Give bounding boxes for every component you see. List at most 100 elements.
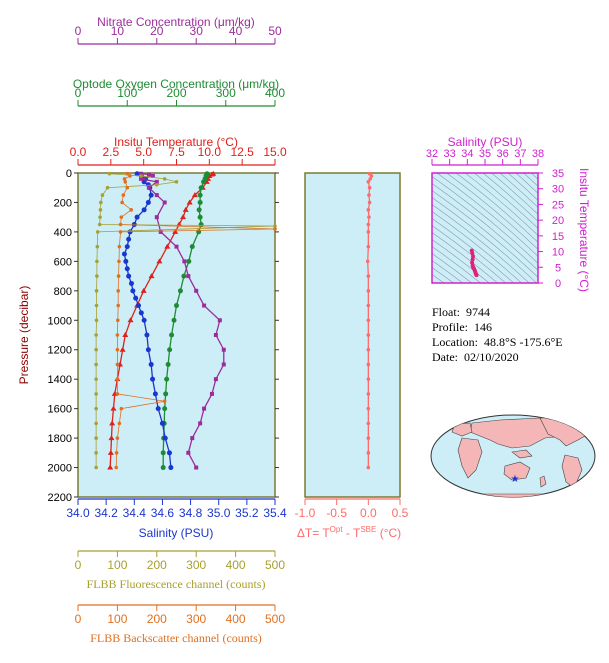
oxygen-point	[181, 273, 187, 279]
backscatter-tick-label: 400	[226, 612, 246, 626]
fluorescence-point	[94, 347, 98, 352]
fluorescence-point	[98, 208, 103, 212]
fluorescence-point	[97, 222, 102, 227]
salinity-tick-label: 34.0	[66, 506, 90, 520]
ts-salinity-tick-label: 33	[444, 148, 456, 160]
ts-density-contour	[432, 267, 454, 283]
location-map: ★	[430, 414, 596, 498]
fluorescence-point	[105, 185, 110, 190]
nitrate-point	[146, 172, 151, 177]
ts-density-contour	[432, 183, 538, 271]
ts-density-contour	[432, 218, 515, 283]
ts-density-contour	[432, 190, 538, 278]
backscatter-axis: 0 100 200 300 400 500 FLBB Backscatter channe…	[75, 604, 285, 645]
delta-t-point	[366, 230, 371, 234]
backscatter-point	[119, 215, 124, 219]
salinity-point	[124, 244, 130, 250]
salinity-point	[141, 207, 147, 213]
nitrate-point	[158, 229, 163, 234]
delta-t-point	[366, 392, 371, 396]
salinity-point	[148, 361, 154, 367]
fluorescence-tick-label: 200	[147, 558, 167, 572]
float-info-box: Float: 9744 Profile: 146 Location: 48.8°…	[432, 305, 563, 365]
salinity-point	[134, 214, 140, 220]
salinity-profile-line	[123, 173, 172, 468]
salinity-point	[155, 406, 161, 412]
fluorescence-tick-label: 0	[75, 558, 82, 572]
ts-density-contour	[432, 246, 482, 283]
oxygen-axis-title: Optode Oxygen Concentration (μm/kg)	[73, 77, 279, 91]
pressure-tick-label: 1000	[48, 315, 72, 327]
ts-plot-area	[432, 173, 538, 283]
backscatter-point	[116, 289, 120, 293]
salinity-tick-label: 34.4	[123, 506, 147, 520]
ts-temperature-tick-label: 25	[552, 199, 564, 211]
temperature-point	[108, 435, 115, 441]
nitrate-tick-label: 10	[111, 24, 125, 38]
salinity-point	[133, 295, 139, 301]
fluorescence-point	[107, 171, 112, 176]
temperature-point	[148, 273, 155, 279]
delta-t-point	[366, 333, 371, 337]
oxygen-tick-label: 0	[75, 86, 82, 100]
temperature-point	[182, 206, 189, 212]
salinity-point	[123, 258, 129, 264]
pressure-tick-label: 0	[66, 168, 72, 180]
ts-temperature-tick-label: 0	[555, 278, 561, 290]
backscatter-point	[115, 392, 120, 396]
oxygen-point	[198, 185, 204, 191]
delta-t-point	[367, 193, 371, 197]
date-line: Date: 02/10/2020	[432, 350, 563, 365]
ts-density-contour	[432, 197, 538, 283]
temperature-point	[110, 405, 117, 411]
fluorescence-point	[155, 182, 159, 187]
ts-density-contour	[432, 211, 522, 283]
salinity-point	[128, 280, 134, 286]
float-location-star-icon: ★	[511, 474, 520, 485]
delta-t-axis-title: ΔT= TOpt - TSBE (°C)	[297, 525, 401, 540]
fluorescence-point	[174, 180, 179, 184]
delta-t-point	[366, 208, 371, 212]
temperature-profile-line	[109, 173, 214, 468]
ts-density-contour	[523, 173, 538, 187]
pressure-tick-label: 600	[54, 256, 72, 268]
delta-t-point	[366, 180, 371, 184]
delta-t-point	[366, 318, 371, 323]
ts-density-contour	[436, 173, 538, 257]
salinity-tick-label: 34.2	[94, 506, 118, 520]
nitrate-point	[202, 303, 207, 308]
nitrate-point	[154, 179, 159, 184]
pressure-tick-label: 1400	[48, 374, 72, 386]
delta-t-point	[367, 215, 371, 219]
delta-t-point	[366, 421, 371, 426]
oxygen-point	[197, 192, 203, 198]
ts-density-contour	[530, 173, 538, 180]
ts-density-contour	[507, 173, 538, 201]
ts-temperature-tick-label: 35	[552, 168, 564, 180]
backscatter-point	[116, 274, 121, 278]
ts-point	[474, 273, 479, 278]
backscatter-point	[114, 451, 119, 455]
delta-t-tick-label: 0.5	[392, 506, 409, 520]
nitrate-point	[174, 244, 179, 249]
oxygen-tick-label: 300	[216, 86, 236, 100]
temperature-point	[127, 317, 134, 323]
delta-t-point	[368, 177, 373, 181]
pressure-tick-label: 400	[54, 227, 72, 239]
salinity-point	[121, 251, 127, 257]
fluorescence-point	[94, 362, 98, 367]
oxygen-point	[164, 376, 170, 382]
salinity-point	[134, 171, 140, 177]
backscatter-point	[115, 362, 120, 367]
location-line: Location: 48.8°S -175.6°E	[432, 335, 563, 350]
temperature-tick-label: 15.0	[263, 145, 287, 159]
salinity-point	[126, 236, 132, 242]
fluorescence-tick-label: 300	[186, 558, 206, 572]
ts-density-contour	[464, 173, 538, 236]
fluorescence-point	[95, 244, 100, 249]
oxygen-axis: Optode Oxygen Concentration (μm/kg) 0 100…	[73, 77, 285, 107]
ts-temperature-tick-label: 10	[552, 247, 564, 259]
salinity-point	[150, 376, 156, 382]
ts-density-contour	[432, 260, 464, 283]
oxygen-point	[165, 361, 171, 367]
